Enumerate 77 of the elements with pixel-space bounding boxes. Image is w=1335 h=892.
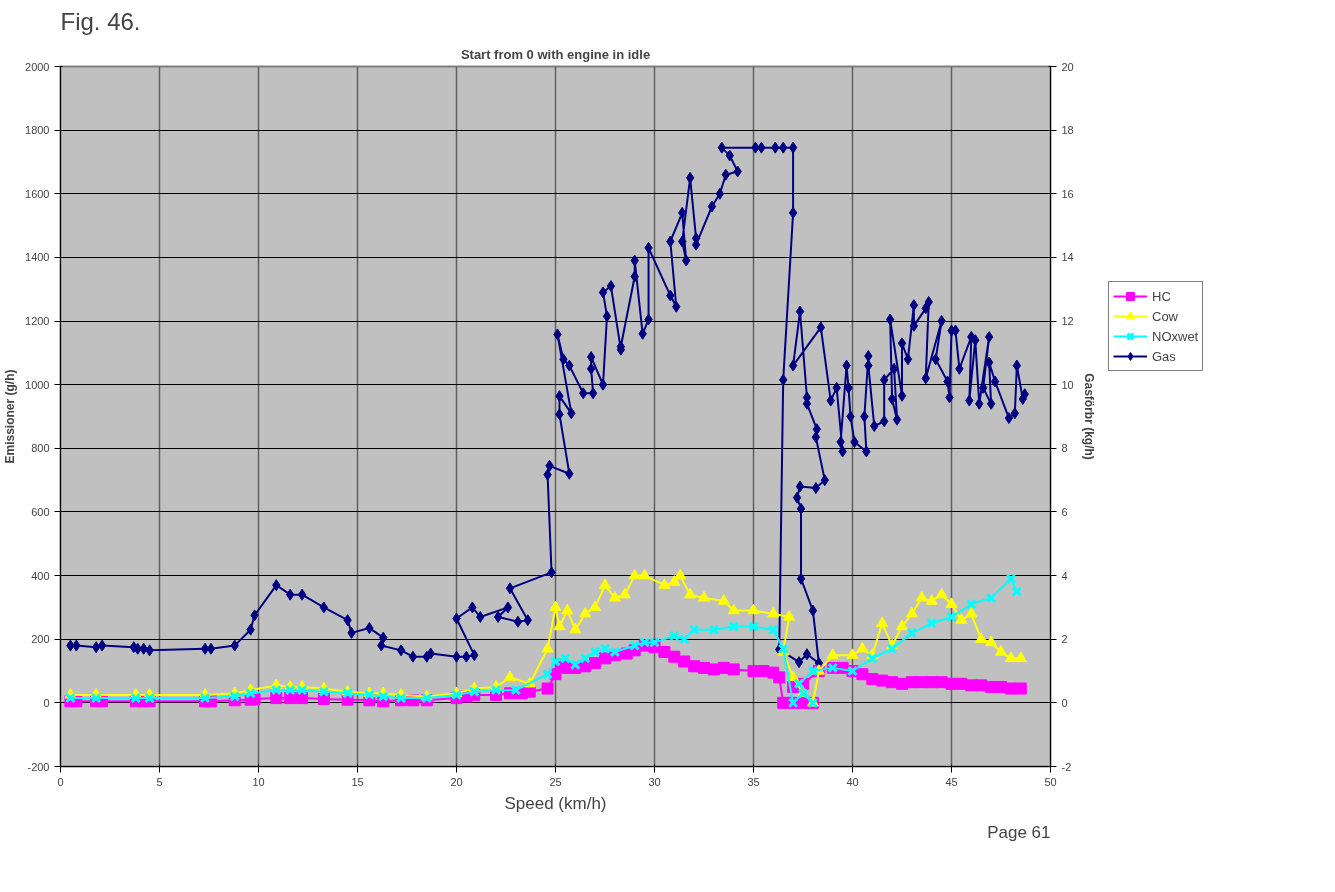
point [748,621,759,632]
point [490,684,502,696]
y2-tick-label: 2 [1061,633,1068,646]
point [985,592,997,604]
x-tick-label: 30 [648,775,661,788]
point [793,678,805,690]
point [965,598,977,610]
y2-axis-title: Gasförbr (kg/h) [1081,373,1096,460]
y2-tick-label: 0 [1061,696,1068,709]
point [688,624,700,636]
y-tick-label: 2000 [25,60,50,73]
legend-label: NOxwet [1152,328,1199,344]
y-tick-label: 800 [31,442,50,455]
point [886,643,898,655]
y2-tick-label: 18 [1061,124,1074,137]
y-tick-label: 1000 [25,378,50,391]
point [866,652,878,664]
x-tick-label: 15 [351,775,364,788]
y-tick-label: 200 [31,633,50,646]
point [318,686,330,698]
y2-tick-label: 10 [1061,378,1074,391]
point [542,668,553,680]
point [90,692,102,704]
x-tick-label: 20 [450,775,463,788]
y-tick-label: 400 [31,569,50,582]
point [906,627,918,639]
point [926,617,938,629]
x-tick-label: 0 [57,775,64,788]
point [767,624,779,636]
x-tick-label: 5 [156,775,163,788]
x-tick-label: 10 [252,775,265,788]
y2-tick-label: 14 [1061,251,1074,264]
y-tick-label: 1200 [25,315,50,328]
caption: Fig. 46. [60,7,141,35]
y-tick-label: -200 [27,760,50,773]
x-tick-label: 50 [1044,775,1057,788]
point [807,665,819,677]
y-tick-label: 0 [43,696,50,709]
y2-tick-label: 16 [1061,187,1074,200]
point [363,689,375,701]
point [130,692,142,704]
point [144,692,155,704]
point [946,611,957,623]
legend-label: HC [1152,288,1172,304]
point [728,621,740,632]
y2-tick-label: 20 [1061,60,1074,73]
y-axis-title: Emissioner (g/h) [3,369,18,464]
y-tick-label: 1800 [25,124,50,137]
x-tick-label: 40 [846,775,859,788]
chart-title: Start from 0 with engine in idle [460,46,651,62]
x-tick-label: 35 [747,775,760,788]
point [245,687,256,699]
y2-tick-label: -2 [1061,760,1072,773]
text: Page 61 [987,822,1051,842]
point [1011,586,1023,597]
point [451,689,462,701]
y2-tick-label: 4 [1061,569,1068,582]
x-tick-label: 45 [945,775,958,788]
point [1005,573,1017,585]
y2-tick-label: 6 [1061,505,1068,518]
point [579,652,591,664]
y2-tick-label: 8 [1061,442,1068,455]
y-tick-label: 1600 [25,187,50,200]
point [708,624,720,636]
point [65,692,76,704]
point [229,691,241,702]
y2-tick-label: 12 [1061,315,1074,328]
x-axis-title: Speed (km/h) [504,793,607,813]
point [510,684,522,696]
point [377,691,389,702]
legend-label: Cow [1152,308,1179,324]
y-tick-label: 600 [31,505,50,518]
y-tick-label: 1400 [25,251,50,264]
point [199,692,211,704]
point [270,684,282,696]
x-tick-label: 25 [549,775,562,788]
legend-label: Gas [1152,348,1176,364]
